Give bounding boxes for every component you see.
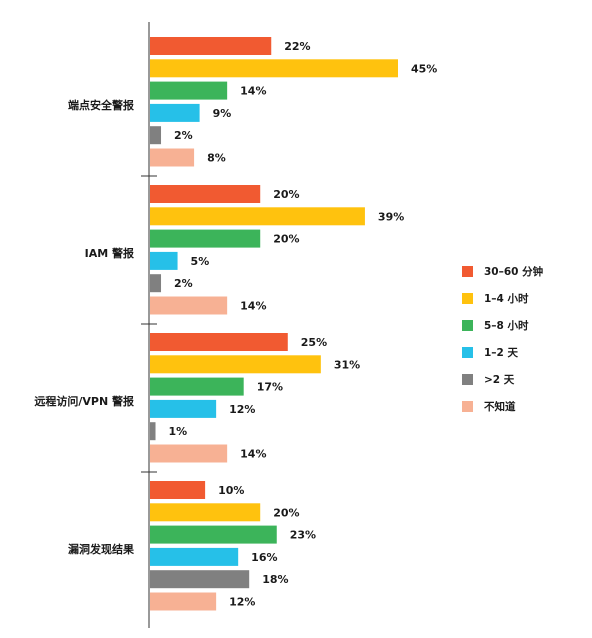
legend-swatch bbox=[462, 320, 473, 331]
bar bbox=[150, 207, 365, 226]
data-label: 18% bbox=[262, 573, 288, 586]
data-label: 8% bbox=[207, 152, 226, 165]
bar bbox=[150, 37, 272, 55]
category-label: 端点安全警报 bbox=[68, 98, 135, 112]
data-label: 17% bbox=[257, 381, 283, 394]
data-label: 45% bbox=[411, 62, 437, 75]
legend-item: 不知道 bbox=[462, 393, 543, 420]
data-label: 10% bbox=[218, 484, 244, 497]
bar bbox=[150, 547, 239, 566]
legend-swatch bbox=[462, 293, 473, 304]
bar bbox=[150, 355, 321, 374]
data-label: 39% bbox=[378, 210, 404, 223]
data-label: 14% bbox=[240, 85, 266, 98]
legend-label: 30–60 分钟 bbox=[484, 266, 544, 278]
bar bbox=[150, 185, 261, 203]
data-label: 16% bbox=[251, 551, 277, 564]
legend-item: 5–8 小时 bbox=[462, 312, 543, 339]
data-label: 12% bbox=[229, 403, 255, 416]
legend-label: 不知道 bbox=[484, 401, 516, 413]
bar bbox=[150, 399, 217, 418]
bar bbox=[150, 592, 217, 611]
bar bbox=[150, 274, 162, 293]
data-label: 20% bbox=[273, 188, 299, 201]
legend-item: >2 天 bbox=[462, 366, 543, 393]
data-label: 20% bbox=[273, 506, 299, 519]
category-label: 远程访问/VPN 警报 bbox=[34, 394, 135, 408]
bar bbox=[150, 570, 250, 589]
bar bbox=[150, 103, 200, 122]
bar bbox=[150, 422, 156, 441]
legend-item: 1–4 小时 bbox=[462, 285, 543, 312]
data-label: 9% bbox=[213, 107, 232, 120]
bar bbox=[150, 525, 277, 544]
data-label: 22% bbox=[284, 40, 310, 53]
bar bbox=[150, 377, 244, 396]
bar bbox=[150, 81, 228, 100]
bar bbox=[150, 296, 228, 315]
bar bbox=[150, 481, 206, 499]
legend-label: >2 天 bbox=[484, 374, 515, 386]
bar bbox=[150, 251, 178, 270]
category-label: 漏洞发现结果 bbox=[68, 542, 134, 556]
data-label: 5% bbox=[191, 255, 210, 268]
legend-item: 30–60 分钟 bbox=[462, 258, 543, 285]
category-label: IAM 警报 bbox=[85, 246, 135, 260]
bar bbox=[150, 148, 195, 167]
legend: 30–60 分钟 1–4 小时 5–8 小时 1–2 天 >2 天不知道 bbox=[462, 258, 543, 420]
data-label: 1% bbox=[169, 425, 188, 438]
legend-swatch bbox=[462, 347, 473, 358]
bar bbox=[150, 59, 398, 78]
data-label: 25% bbox=[301, 336, 327, 349]
data-label: 14% bbox=[240, 300, 266, 313]
bar bbox=[150, 333, 288, 351]
category-separator-ticks bbox=[141, 175, 157, 473]
data-label: 14% bbox=[240, 448, 266, 461]
data-label: 23% bbox=[290, 529, 316, 542]
bar bbox=[150, 126, 162, 145]
legend-swatch bbox=[462, 374, 473, 385]
legend-label: 1–4 小时 bbox=[484, 293, 529, 305]
data-label: 12% bbox=[229, 596, 255, 609]
legend-item: 1–2 天 bbox=[462, 339, 543, 366]
bars bbox=[150, 37, 398, 611]
data-label: 31% bbox=[334, 358, 360, 371]
bar bbox=[150, 503, 261, 522]
bar bbox=[150, 444, 228, 463]
data-labels: 22% 45% 14% 9% 2% 8% 20% 39% 20% 5% 2% 14% 25% 31% 17%… bbox=[169, 40, 438, 609]
data-label: 2% bbox=[174, 129, 193, 142]
legend-label: 5–8 小时 bbox=[484, 320, 529, 332]
legend-label: 1–2 天 bbox=[484, 347, 519, 359]
data-label: 2% bbox=[174, 277, 193, 290]
data-label: 20% bbox=[273, 233, 299, 246]
legend-swatch bbox=[462, 401, 473, 412]
legend-swatch bbox=[462, 266, 473, 277]
bar bbox=[150, 229, 261, 248]
